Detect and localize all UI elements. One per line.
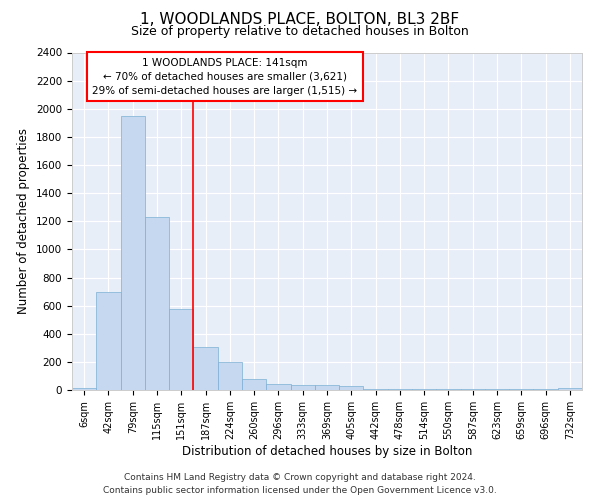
- Bar: [193, 347, 218, 390]
- Text: 1, WOODLANDS PLACE, BOLTON, BL3 2BF: 1, WOODLANDS PLACE, BOLTON, BL3 2BF: [140, 12, 460, 28]
- Bar: [121, 116, 145, 390]
- Bar: [72, 388, 96, 390]
- Y-axis label: Number of detached properties: Number of detached properties: [17, 128, 31, 314]
- Text: 1 WOODLANDS PLACE: 141sqm
← 70% of detached houses are smaller (3,621)
29% of se: 1 WOODLANDS PLACE: 141sqm ← 70% of detac…: [92, 58, 358, 96]
- Bar: [266, 384, 290, 390]
- Text: Contains HM Land Registry data © Crown copyright and database right 2024.
Contai: Contains HM Land Registry data © Crown c…: [103, 474, 497, 495]
- Bar: [290, 384, 315, 390]
- Bar: [339, 386, 364, 390]
- Bar: [242, 379, 266, 390]
- Bar: [218, 362, 242, 390]
- Bar: [558, 388, 582, 390]
- Bar: [315, 385, 339, 390]
- Bar: [145, 217, 169, 390]
- Bar: [169, 309, 193, 390]
- Text: Size of property relative to detached houses in Bolton: Size of property relative to detached ho…: [131, 25, 469, 38]
- Bar: [96, 292, 121, 390]
- X-axis label: Distribution of detached houses by size in Bolton: Distribution of detached houses by size …: [182, 444, 472, 458]
